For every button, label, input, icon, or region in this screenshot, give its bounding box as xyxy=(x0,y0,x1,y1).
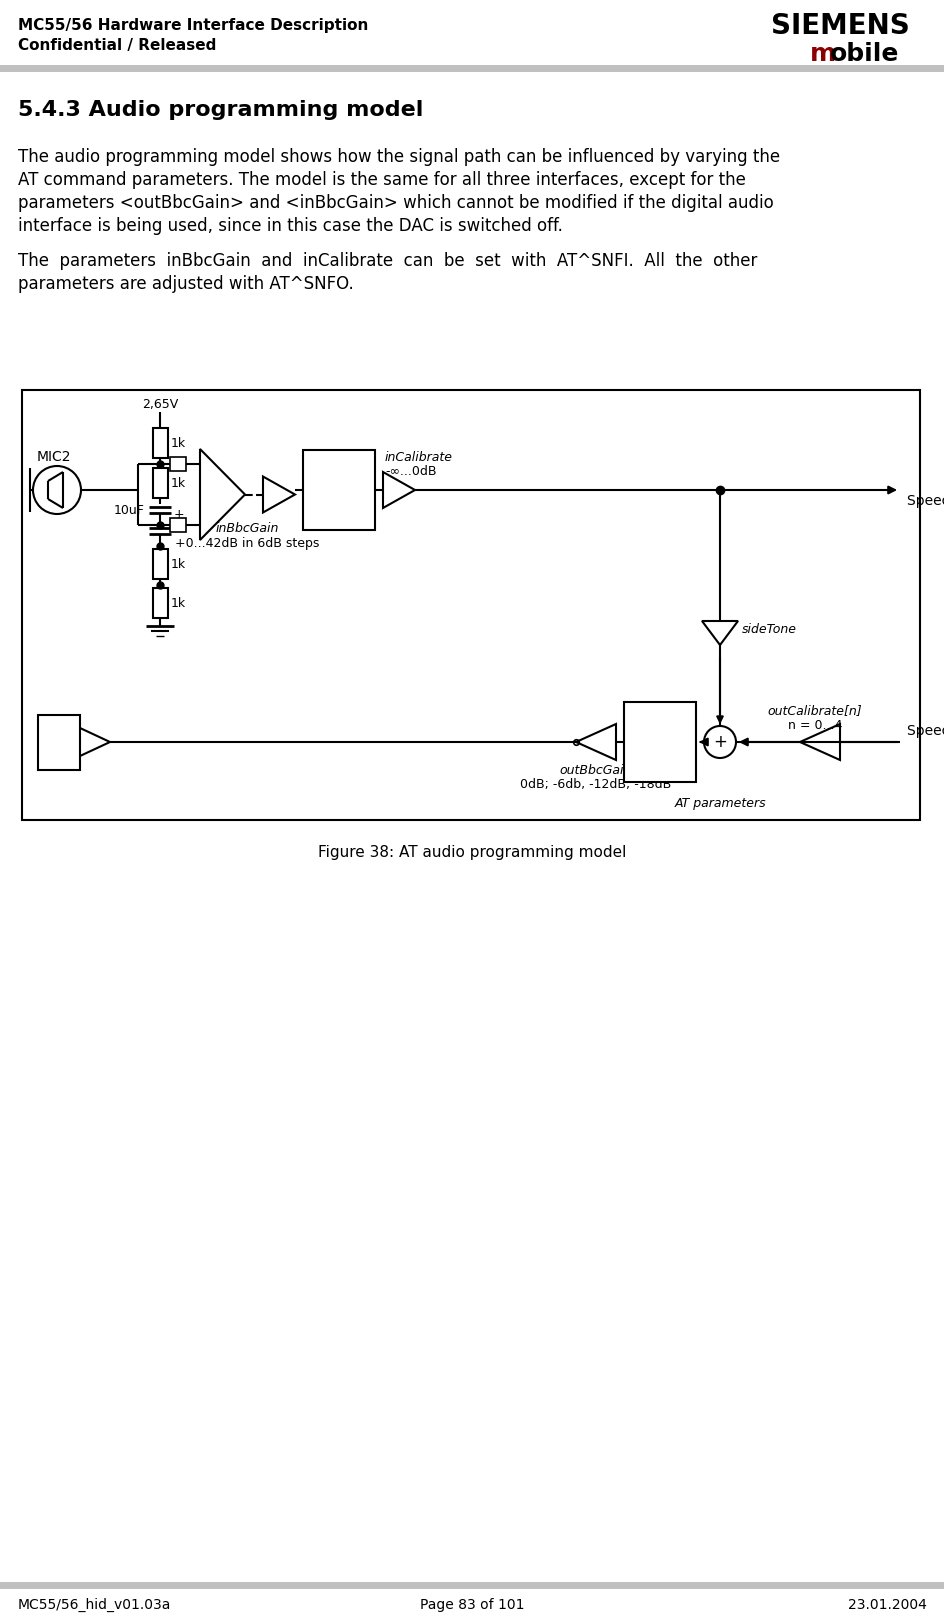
Text: AT command parameters. The model is the same for all three interfaces, except fo: AT command parameters. The model is the … xyxy=(18,172,745,189)
Text: 1k: 1k xyxy=(170,558,185,571)
Text: +0...42dB in 6dB steps: +0...42dB in 6dB steps xyxy=(176,537,319,550)
Text: Figure 38: AT audio programming model: Figure 38: AT audio programming model xyxy=(317,845,626,861)
Text: outBbcGain: outBbcGain xyxy=(559,764,632,777)
Text: outCalibrate[n]: outCalibrate[n] xyxy=(767,704,862,717)
Text: parameters are adjusted with AT^SNFO.: parameters are adjusted with AT^SNFO. xyxy=(18,275,353,293)
Bar xyxy=(170,518,186,532)
Text: inBbcGain: inBbcGain xyxy=(215,523,278,536)
Text: The audio programming model shows how the signal path can be influenced by varyi: The audio programming model shows how th… xyxy=(18,147,780,167)
Text: n = 0...4: n = 0...4 xyxy=(787,718,841,731)
Text: 2,65V: 2,65V xyxy=(142,398,177,411)
Text: 0dB; -6db, -12dB; -18dB: 0dB; -6db, -12dB; -18dB xyxy=(520,778,671,791)
Text: sideTone: sideTone xyxy=(741,623,796,636)
Text: Speech coder: Speech coder xyxy=(906,493,944,508)
Text: obile: obile xyxy=(829,42,899,66)
Bar xyxy=(38,715,80,770)
Text: The  parameters  inBbcGain  and  inCalibrate  can  be  set  with  AT^SNFI.  All : The parameters inBbcGain and inCalibrate… xyxy=(18,252,756,270)
Text: -∞...0dB: -∞...0dB xyxy=(384,464,436,477)
Bar xyxy=(22,390,919,820)
Bar xyxy=(623,702,696,781)
Text: 1k: 1k xyxy=(170,437,185,450)
Text: AT parameters: AT parameters xyxy=(673,798,765,811)
Text: 23.01.2004: 23.01.2004 xyxy=(847,1599,926,1612)
Bar xyxy=(152,429,167,458)
Bar xyxy=(152,549,167,579)
Text: +: + xyxy=(713,733,726,751)
Text: parameters <outBbcGain> and <inBbcGain> which cannot be modified if the digital : parameters <outBbcGain> and <inBbcGain> … xyxy=(18,194,773,212)
Bar xyxy=(303,450,375,531)
Text: 1k: 1k xyxy=(170,597,185,610)
Text: 10uF: 10uF xyxy=(114,503,144,516)
Text: Confidential / Released: Confidential / Released xyxy=(18,37,216,53)
Text: m: m xyxy=(809,42,835,66)
Text: A: A xyxy=(668,757,686,778)
Text: MC55/56_hid_v01.03a: MC55/56_hid_v01.03a xyxy=(18,1599,171,1612)
Bar xyxy=(152,468,167,498)
Text: D: D xyxy=(347,506,366,526)
Text: 1k: 1k xyxy=(170,476,185,490)
Text: +: + xyxy=(174,508,184,521)
Text: MIC2: MIC2 xyxy=(37,450,72,464)
Bar xyxy=(152,587,167,618)
Text: 5.4.3 Audio programming model: 5.4.3 Audio programming model xyxy=(18,100,423,120)
Text: Page 83 of 101: Page 83 of 101 xyxy=(419,1599,524,1612)
Text: inCalibrate: inCalibrate xyxy=(384,451,452,464)
Text: SIEMENS: SIEMENS xyxy=(770,11,909,40)
Text: Speech decoder: Speech decoder xyxy=(906,723,944,738)
Text: A: A xyxy=(312,466,329,485)
Text: interface is being used, since in this case the DAC is switched off.: interface is being used, since in this c… xyxy=(18,217,563,235)
Text: MC55/56 Hardware Interface Description: MC55/56 Hardware Interface Description xyxy=(18,18,368,32)
Bar xyxy=(170,456,186,471)
Text: D: D xyxy=(632,718,650,738)
